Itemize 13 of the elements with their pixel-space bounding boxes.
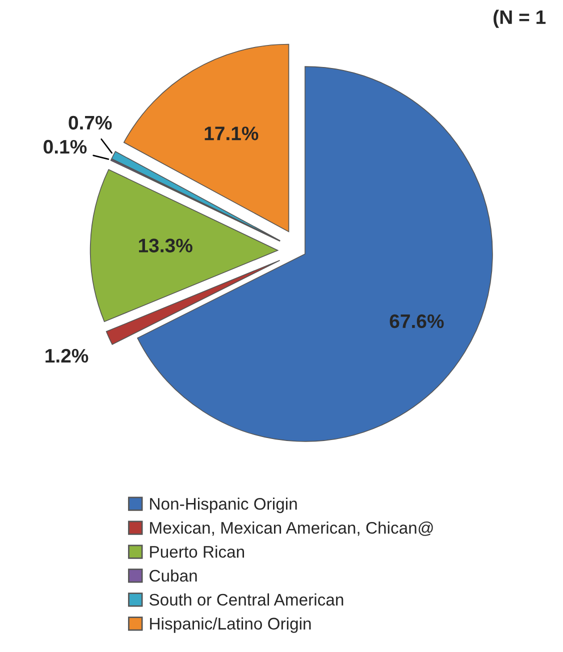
- legend-label: Hispanic/Latino Origin: [150, 617, 311, 633]
- legend-label: Puerto Rican: [150, 545, 244, 558]
- legend-label: Cuban: [150, 569, 197, 582]
- text: (N = 1: [494, 10, 546, 28]
- data-label: 17.1%: [204, 126, 258, 140]
- data-label: 0.1%: [44, 140, 87, 154]
- data-label: 1.2%: [46, 348, 88, 363]
- data-label: 13.3%: [138, 238, 192, 252]
- data-label: 67.6%: [390, 314, 444, 328]
- legend-label: Mexican, Mexican American, Chican@: [150, 522, 433, 536]
- legend-label: South or Central American: [149, 593, 344, 606]
- data-label: 0.7%: [68, 116, 112, 130]
- legend-label: Non-Hispanic Origin: [150, 498, 297, 514]
